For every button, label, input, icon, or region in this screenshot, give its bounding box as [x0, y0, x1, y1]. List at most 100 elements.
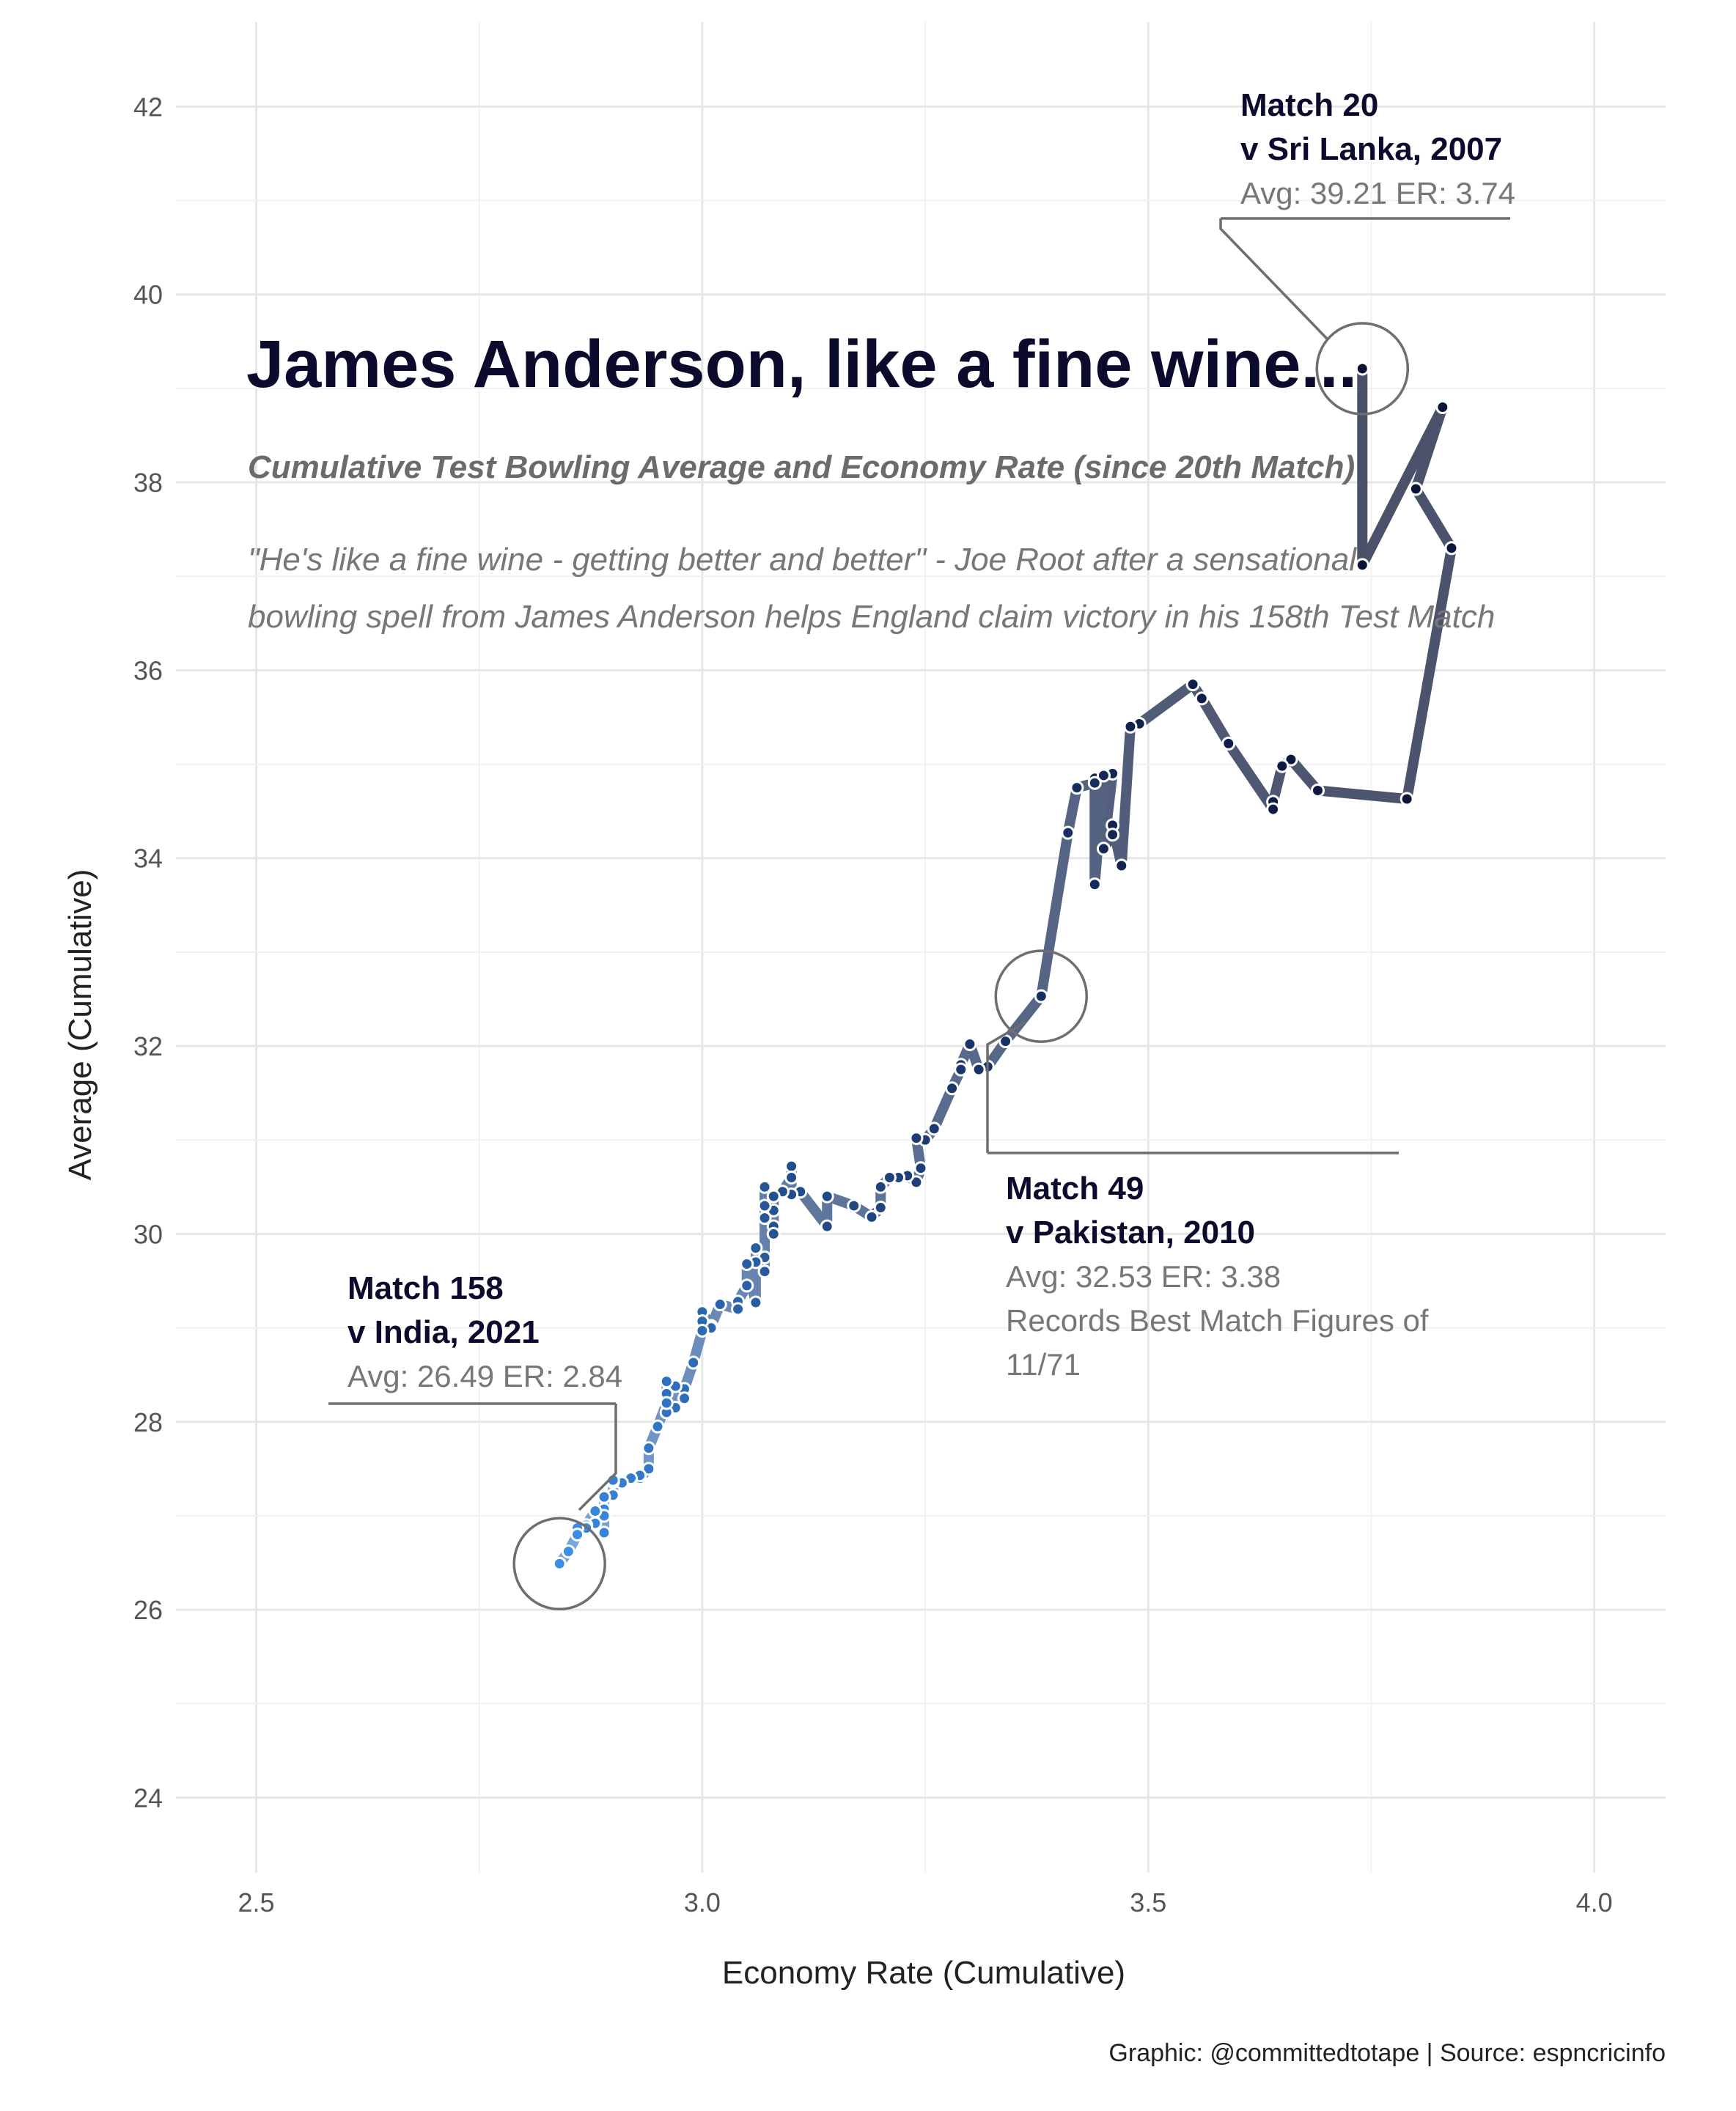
data-point: [641, 1441, 656, 1456]
data-point: [731, 1302, 746, 1316]
data-point: [1355, 558, 1369, 572]
data-point: [1435, 400, 1450, 415]
chart-quote-line-2: bowling spell from James Anderson helps …: [248, 599, 1495, 635]
annotation-heading: Match 49: [1006, 1171, 1144, 1206]
data-point: [820, 1189, 834, 1204]
data-point: [561, 1544, 575, 1559]
series-points: [552, 361, 1459, 1571]
data-point: [650, 1419, 665, 1434]
data-point: [963, 1037, 977, 1052]
series-line-segment: [1098, 768, 1118, 854]
data-point: [1310, 783, 1325, 797]
data-point: [820, 1219, 834, 1234]
annotation-circle: [994, 949, 1089, 1043]
annotation-heading: Match 158: [347, 1270, 504, 1306]
annotation-detail: Records Best Match Figures of: [1006, 1303, 1429, 1338]
annotation-heading: v India, 2021: [347, 1314, 540, 1350]
x-tick-label: 4.0: [1576, 1887, 1613, 1917]
data-point: [677, 1391, 692, 1406]
data-point: [1096, 768, 1111, 783]
data-point: [766, 1189, 781, 1204]
y-tick-label: 36: [133, 655, 163, 685]
series-line-segment: [1000, 991, 1047, 1047]
data-point: [1034, 989, 1048, 1003]
data-point: [1266, 802, 1281, 817]
data-point: [864, 1209, 879, 1224]
data-point: [954, 1062, 968, 1077]
data-point: [784, 1171, 799, 1185]
chart-subtitle: Cumulative Test Bowling Average and Econ…: [248, 449, 1355, 485]
series-line-segment: [1410, 484, 1457, 553]
data-point: [740, 1256, 754, 1271]
data-point: [749, 1241, 763, 1256]
series-line-segment: [1134, 679, 1199, 729]
data-point: [749, 1295, 763, 1310]
annotations: Match 20 v Sri Lanka, 2007 Avg: 39.21 ER: …: [328, 87, 1515, 1611]
y-tick-labels: 24 26 28 30 32 34 36 38 40 42: [133, 92, 163, 1813]
annotation-detail: Avg: 39.21 ER: 3.74: [1240, 176, 1515, 210]
data-point: [945, 1081, 960, 1096]
data-point: [659, 1396, 674, 1410]
data-point: [1096, 841, 1111, 856]
series-line-segment: [795, 1186, 833, 1232]
x-tick-labels: 2.5 3.0 3.5 4.0: [238, 1887, 1612, 1917]
data-point: [1114, 858, 1129, 873]
data-point: [757, 1264, 772, 1279]
x-tick-label: 2.5: [238, 1887, 274, 1917]
chart-quote-line-1: "He's like a fine wine - getting better …: [248, 542, 1357, 578]
data-point: [913, 1161, 928, 1176]
annotation-circle: [1315, 322, 1410, 416]
data-point: [597, 1489, 611, 1504]
annotation-heading: Match 20: [1240, 87, 1378, 123]
y-tick-label: 34: [133, 844, 163, 874]
data-point: [1087, 775, 1102, 790]
x-tick-label: 3.5: [1130, 1887, 1166, 1917]
series-line-segment: [1223, 738, 1279, 815]
series-line-segment: [1036, 828, 1073, 1002]
series-line-segment: [1312, 785, 1413, 804]
data-point: [757, 1198, 772, 1213]
data-point: [784, 1159, 799, 1174]
data-point: [1070, 781, 1084, 795]
y-tick-label: 40: [133, 280, 163, 310]
y-axis-title: Average (Cumulative): [62, 869, 98, 1181]
series-line-segment: [1116, 721, 1136, 871]
data-point: [766, 1226, 781, 1241]
data-point: [552, 1556, 567, 1571]
data-point: [597, 1525, 611, 1540]
data-point: [713, 1297, 727, 1312]
series-line-segment: [1062, 782, 1082, 839]
annotation-heading: v Pakistan, 2010: [1006, 1215, 1255, 1250]
series-line-segment: [1196, 693, 1234, 749]
data-point: [909, 1175, 924, 1190]
data-point: [1400, 792, 1414, 806]
data-point: [873, 1201, 888, 1215]
y-tick-label: 26: [133, 1595, 163, 1625]
x-tick-label: 3.0: [684, 1887, 721, 1917]
data-point: [757, 1179, 772, 1194]
y-tick-label: 32: [133, 1031, 163, 1061]
series-line-segment: [1410, 402, 1448, 495]
data-point: [588, 1504, 603, 1519]
data-point: [1355, 361, 1369, 376]
annotation-circle: [512, 1517, 606, 1611]
data-point: [1087, 877, 1102, 892]
y-tick-label: 38: [133, 468, 163, 498]
series-line-segment: [1402, 542, 1457, 804]
annotation-connector: [1219, 218, 1328, 340]
data-point: [998, 1034, 1013, 1049]
data-point: [1284, 752, 1298, 767]
data-point: [1123, 719, 1138, 734]
data-point: [1275, 759, 1290, 773]
data-point: [1408, 482, 1423, 496]
x-axis-title: Economy Rate (Cumulative): [722, 1955, 1125, 1991]
data-point: [882, 1171, 897, 1185]
annotation-detail: Avg: 26.49 ER: 2.84: [347, 1359, 622, 1393]
data-point: [927, 1121, 941, 1136]
annotation-connector: [986, 1021, 1026, 1153]
annotation-detail: 11/71: [1006, 1347, 1081, 1382]
series-line-segment: [929, 1083, 957, 1134]
data-point: [641, 1462, 656, 1476]
data-point: [1444, 541, 1459, 556]
